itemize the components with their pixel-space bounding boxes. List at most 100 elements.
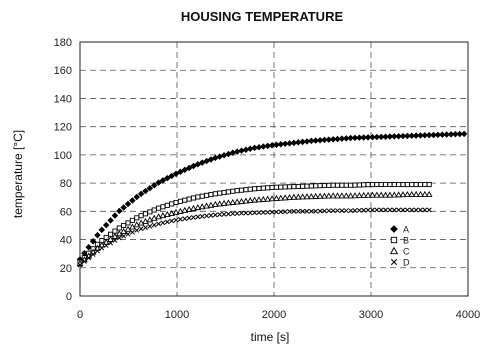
data-point xyxy=(155,179,162,186)
data-point xyxy=(229,198,237,205)
data-point xyxy=(369,191,376,198)
data-point xyxy=(382,133,389,140)
data-point xyxy=(204,213,210,219)
data-point xyxy=(190,204,197,211)
data-point xyxy=(124,225,132,232)
data-point xyxy=(369,181,375,188)
data-point xyxy=(412,132,420,139)
data-point xyxy=(217,190,223,196)
data-point xyxy=(286,193,293,201)
y-tick-label: 0 xyxy=(66,291,72,303)
data-point xyxy=(326,208,332,214)
data-point xyxy=(460,130,468,138)
data-point xyxy=(255,196,263,203)
data-point xyxy=(348,208,354,214)
data-point xyxy=(421,132,429,139)
x-tick-label: 4000 xyxy=(456,309,480,321)
data-point xyxy=(156,205,162,211)
data-point xyxy=(374,207,380,213)
data-point xyxy=(399,132,407,140)
data-point xyxy=(326,182,332,188)
data-point xyxy=(251,196,258,203)
data-point xyxy=(364,191,372,198)
y-tick-label: 80 xyxy=(60,178,72,190)
data-point xyxy=(300,208,306,214)
data-point xyxy=(220,199,228,206)
data-point xyxy=(89,237,97,245)
data-point xyxy=(422,207,428,213)
data-point xyxy=(108,240,113,246)
data-point xyxy=(426,181,432,188)
legend-label-A: A xyxy=(403,225,409,235)
data-point xyxy=(322,208,327,214)
data-point xyxy=(273,194,280,201)
data-point xyxy=(347,192,354,199)
data-point xyxy=(221,211,227,217)
data-point xyxy=(447,131,455,138)
data-point xyxy=(129,197,136,204)
data-point xyxy=(151,222,157,228)
data-point xyxy=(238,187,245,193)
data-point xyxy=(387,207,393,213)
data-point xyxy=(317,208,323,214)
data-point xyxy=(291,184,297,190)
data-point xyxy=(352,182,358,188)
data-point xyxy=(95,248,100,254)
data-point xyxy=(329,192,337,199)
data-point xyxy=(150,182,158,189)
data-point xyxy=(377,191,385,198)
data-point xyxy=(137,190,145,198)
data-point xyxy=(173,217,179,223)
data-point xyxy=(221,189,227,196)
data-point xyxy=(212,212,218,218)
data-point xyxy=(361,207,367,213)
data-point xyxy=(190,195,197,201)
data-point xyxy=(177,198,183,204)
data-point xyxy=(186,215,192,221)
x-tick-label: 3000 xyxy=(359,309,383,321)
data-point xyxy=(391,181,397,188)
x-tick-label: 0 xyxy=(77,309,83,321)
data-point xyxy=(125,231,131,237)
data-point xyxy=(395,133,402,140)
data-point xyxy=(299,193,306,200)
data-point xyxy=(317,183,323,189)
data-point xyxy=(351,134,359,142)
data-point xyxy=(211,200,219,207)
data-point xyxy=(334,192,341,199)
data-point xyxy=(383,181,389,188)
data-point xyxy=(412,190,420,197)
data-point xyxy=(386,191,394,198)
data-point xyxy=(242,197,250,204)
data-point xyxy=(116,235,122,241)
data-point xyxy=(456,130,463,138)
data-point xyxy=(391,133,398,140)
data-point xyxy=(338,192,346,199)
data-point xyxy=(142,211,149,217)
data-point xyxy=(408,190,416,197)
data-point xyxy=(365,207,371,213)
data-point xyxy=(129,223,136,230)
y-tick-label: 180 xyxy=(54,37,72,49)
data-point xyxy=(185,164,193,172)
data-point xyxy=(199,213,205,219)
legend-label-B: B xyxy=(403,236,409,246)
data-point xyxy=(169,201,175,207)
data-point xyxy=(103,243,109,248)
data-point xyxy=(98,226,106,234)
data-point xyxy=(112,228,118,234)
data-point xyxy=(115,230,123,237)
data-point xyxy=(182,197,188,203)
data-point xyxy=(129,217,135,223)
data-point xyxy=(177,207,184,214)
data-point xyxy=(208,212,214,218)
y-tick-label: 140 xyxy=(54,93,72,105)
data-point xyxy=(238,147,245,154)
data-point xyxy=(146,184,154,192)
data-point xyxy=(413,207,419,213)
data-point xyxy=(417,190,424,197)
data-point xyxy=(124,200,132,208)
data-point xyxy=(172,208,180,215)
series-D xyxy=(77,207,432,268)
